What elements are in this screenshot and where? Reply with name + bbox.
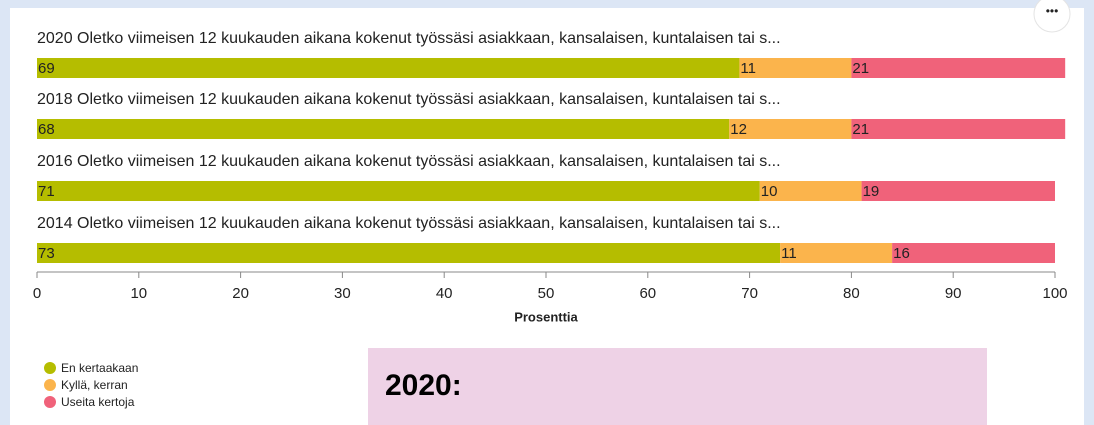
menu-dots: ••• xyxy=(1046,4,1059,18)
legend-swatch xyxy=(44,379,56,391)
x-tick-label: 90 xyxy=(945,285,962,302)
x-tick-label: 100 xyxy=(1042,285,1067,302)
bar-segment xyxy=(759,181,862,201)
bar-segment xyxy=(37,58,740,78)
bar-segment xyxy=(729,119,852,139)
category-label: 2020 Oletko viimeisen 12 kuukauden aikan… xyxy=(37,30,781,47)
x-tick-label: 70 xyxy=(741,285,758,302)
legend-swatch xyxy=(44,396,56,408)
data-label: 12 xyxy=(730,121,747,138)
data-label: 71 xyxy=(38,183,55,200)
legend-label: Kyllä, kerran xyxy=(61,378,128,392)
x-axis-title: Prosenttia xyxy=(514,309,578,324)
data-label: 11 xyxy=(781,245,797,262)
bar-segment xyxy=(37,181,760,201)
data-label: 69 xyxy=(38,60,55,77)
bar-segment xyxy=(861,181,1055,201)
x-tick-label: 50 xyxy=(538,285,555,302)
x-tick-label: 40 xyxy=(436,285,453,302)
bar-segment xyxy=(851,119,1066,139)
data-label: 21 xyxy=(852,121,869,138)
category-label: 2016 Oletko viimeisen 12 kuukauden aikan… xyxy=(37,153,781,170)
bar-segment xyxy=(37,119,730,139)
data-label: 73 xyxy=(38,245,55,262)
x-tick-label: 0 xyxy=(33,285,41,302)
x-tick-label: 80 xyxy=(843,285,860,302)
x-tick-label: 20 xyxy=(232,285,249,302)
legend-label: En kertaakaan xyxy=(61,361,138,375)
x-tick-label: 60 xyxy=(639,285,656,302)
data-label: 16 xyxy=(893,245,910,262)
x-tick-label: 10 xyxy=(130,285,147,302)
bar-segment xyxy=(851,58,1066,78)
menu-button[interactable] xyxy=(1033,0,1071,33)
bar-segment xyxy=(37,243,781,263)
note-box xyxy=(368,348,987,425)
note-text: 2020: xyxy=(385,369,462,402)
data-label: 68 xyxy=(38,121,55,138)
data-label: 11 xyxy=(740,60,756,77)
x-tick-label: 30 xyxy=(334,285,351,302)
data-label: 19 xyxy=(863,183,880,200)
data-label: 21 xyxy=(852,60,869,77)
bar-segment xyxy=(739,58,852,78)
category-label: 2014 Oletko viimeisen 12 kuukauden aikan… xyxy=(37,215,781,232)
legend-swatch xyxy=(44,362,56,374)
data-label: 10 xyxy=(761,183,778,200)
bar-segment xyxy=(892,243,1055,263)
bar-segment xyxy=(780,243,893,263)
legend-label: Useita kertoja xyxy=(61,395,135,409)
category-label: 2018 Oletko viimeisen 12 kuukauden aikan… xyxy=(37,91,781,108)
